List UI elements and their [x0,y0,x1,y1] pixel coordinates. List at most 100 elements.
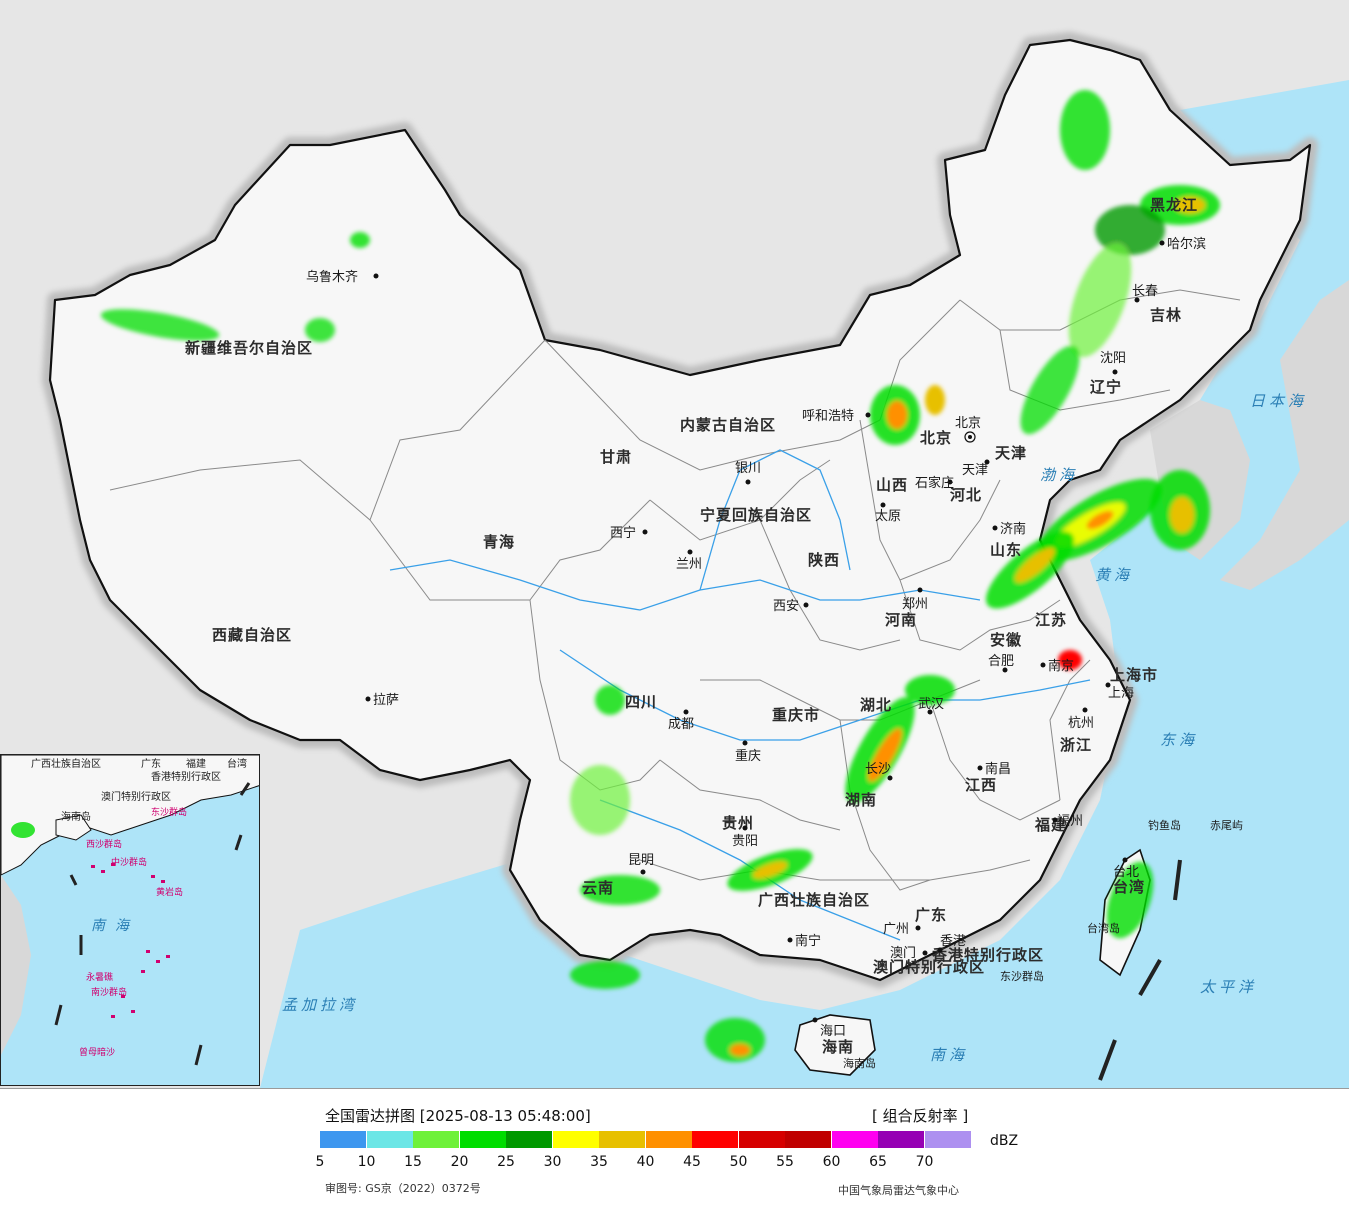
japan-land [1220,280,1349,590]
city-haikou[interactable]: 海口 [812,1017,847,1040]
svg-text:呼和浩特: 呼和浩特 [802,409,854,424]
label-chongqing: 重庆市 [772,706,820,724]
city-kunming[interactable]: 昆明 [628,853,654,875]
label-taiwan-island: 台湾岛 [1087,921,1120,935]
city-hohhot[interactable]: 呼和浩特 [802,409,871,424]
hainan-island [794,1014,876,1076]
city-taipei[interactable]: 台北 [1113,857,1139,881]
city-guiyang[interactable]: 贵阳 [732,825,758,850]
city-shenyang[interactable]: 沈阳 [1100,351,1126,375]
inset-label-zhongsha: 中沙群岛 [111,856,147,868]
city-hefei[interactable]: 合肥 [988,654,1014,673]
svg-text:哈尔滨: 哈尔滨 [1167,236,1206,252]
label-guizhou: 贵州 [722,814,754,832]
svg-text:武汉: 武汉 [918,697,944,712]
inset-label-guangdong: 广东 [141,757,161,770]
city-wuhan[interactable]: 武汉 [918,697,944,715]
legend-tick-label: 40 [636,1154,655,1170]
city-changchun[interactable]: 长春 [1132,284,1158,303]
radar-map[interactable]: 新疆维吾尔自治区 西藏自治区 青海 四川 云南 甘肃 内蒙古自治区 黑龙江 吉林… [0,0,1349,1088]
label-hunan: 湖南 [845,791,877,809]
city-urumqi[interactable]: 乌鲁木齐 [306,269,379,285]
legend-tick-label: 10 [357,1154,376,1170]
legend-swatch [738,1131,785,1148]
map-title: 全国雷达拼图 [2025-08-13 05:48:00] [325,1107,591,1125]
legend-swatch [506,1131,552,1148]
svg-text:太原: 太原 [875,509,901,524]
city-xian[interactable]: 西安 [773,599,809,614]
label-east-china-sea: 东海 [1160,731,1198,749]
inset-label-dongsha: 东沙群岛 [151,806,187,818]
legend-tick-label: 15 [404,1154,422,1170]
city-chongqing[interactable]: 重庆 [735,740,761,765]
svg-text:成都: 成都 [668,717,694,732]
svg-text:台北: 台北 [1113,865,1139,880]
city-chengdu[interactable]: 成都 [668,709,694,733]
city-shanghai[interactable]: 上海 [1105,682,1135,702]
legend-swatch [599,1131,645,1148]
product-name: [ 组合反射率 ] [872,1107,969,1125]
city-guangzhou[interactable]: 广州 [883,922,921,937]
city-nanning[interactable]: 南宁 [787,933,822,949]
city-yinchuan[interactable]: 银川 [735,461,761,485]
city-nanchang[interactable]: 南昌 [977,761,1012,777]
city-nanjing[interactable]: 南京 [1040,658,1075,674]
approval-number: 审图号: GS京（2022）0372号 [325,1182,481,1195]
label-xizang: 西藏自治区 [212,626,292,644]
city-jinan[interactable]: 济南 [992,521,1027,537]
inset-label-hainan: 海南岛 [61,810,91,823]
svg-text:澳门: 澳门 [890,945,916,961]
label-sichuan: 四川 [625,693,657,711]
legend-swatch [413,1131,459,1148]
city-tianjin[interactable]: 天津 [962,459,990,479]
svg-text:福州: 福州 [1057,814,1083,829]
inset-label-xisha: 西沙群岛 [86,838,122,850]
svg-text:合肥: 合肥 [988,654,1014,669]
label-chiwei: 赤尾屿 [1210,819,1243,832]
city-shijiazhuang[interactable]: 石家庄 [915,475,954,491]
inset-svg: 广西壮族自治区 广东 福建 台湾 香港特别行政区 澳门特别行政区 海南岛 西沙群… [1,755,259,1066]
label-taiwan: 台湾 [1113,878,1145,896]
label-diaoyu: 钓鱼岛 [1148,818,1181,832]
svg-text:石家庄: 石家庄 [915,475,954,491]
svg-text:上海: 上海 [1108,686,1134,701]
svg-text:天津: 天津 [962,463,988,478]
city-xining[interactable]: 西宁 [610,525,648,541]
city-hongkong[interactable]: 香港 [937,934,967,953]
city-zhengzhou[interactable]: 郑州 [902,587,928,613]
svg-text:广州: 广州 [883,922,909,937]
city-changsha[interactable]: 长沙 [865,762,893,781]
legend-footer [0,1088,1349,1209]
city-macao[interactable]: 澳门 [890,945,928,961]
label-yellow-sea: 黄海 [1095,566,1133,584]
svg-text:西宁: 西宁 [610,525,636,541]
label-shandong: 山东 [990,541,1022,559]
city-lhasa[interactable]: 拉萨 [365,693,400,708]
legend-swatch [320,1131,366,1148]
label-jilin: 吉林 [1150,306,1182,324]
city-hangzhou[interactable]: 杭州 [1068,707,1094,732]
label-guangdong: 广东 [915,906,947,924]
label-shanxi: 山西 [876,476,908,494]
svg-text:银川: 银川 [735,461,761,476]
legend-tick-label: 30 [543,1154,562,1170]
label-hainan-island: 海南岛 [843,1056,876,1070]
city-taiyuan[interactable]: 太原 [875,502,901,525]
label-anhui: 安徽 [990,631,1022,649]
south-china-sea-inset[interactable]: 广西壮族自治区 广东 福建 台湾 香港特别行政区 澳门特别行政区 海南岛 西沙群… [0,754,260,1086]
label-macao-sar: 澳门特别行政区 [873,958,985,976]
inset-label-nansha: 南沙群岛 [91,986,127,998]
legend-tick-label: 70 [915,1154,934,1170]
inset-label-hk: 香港特别行政区 [151,770,221,783]
city-beijing[interactable]: 北京 [955,416,981,443]
svg-text:济南: 济南 [1000,521,1026,537]
label-gansu: 甘肃 [600,448,632,466]
city-fuzhou[interactable]: 福州 [1052,814,1084,829]
city-harbin[interactable]: 哈尔滨 [1159,236,1207,252]
legend-swatch [645,1131,692,1148]
svg-text:贵阳: 贵阳 [732,834,758,849]
label-beijing-prov: 北京 [920,429,952,447]
label-bohai: 渤海 [1040,466,1078,484]
city-lanzhou[interactable]: 兰州 [676,549,702,573]
legend-tick-label: 50 [729,1154,748,1170]
